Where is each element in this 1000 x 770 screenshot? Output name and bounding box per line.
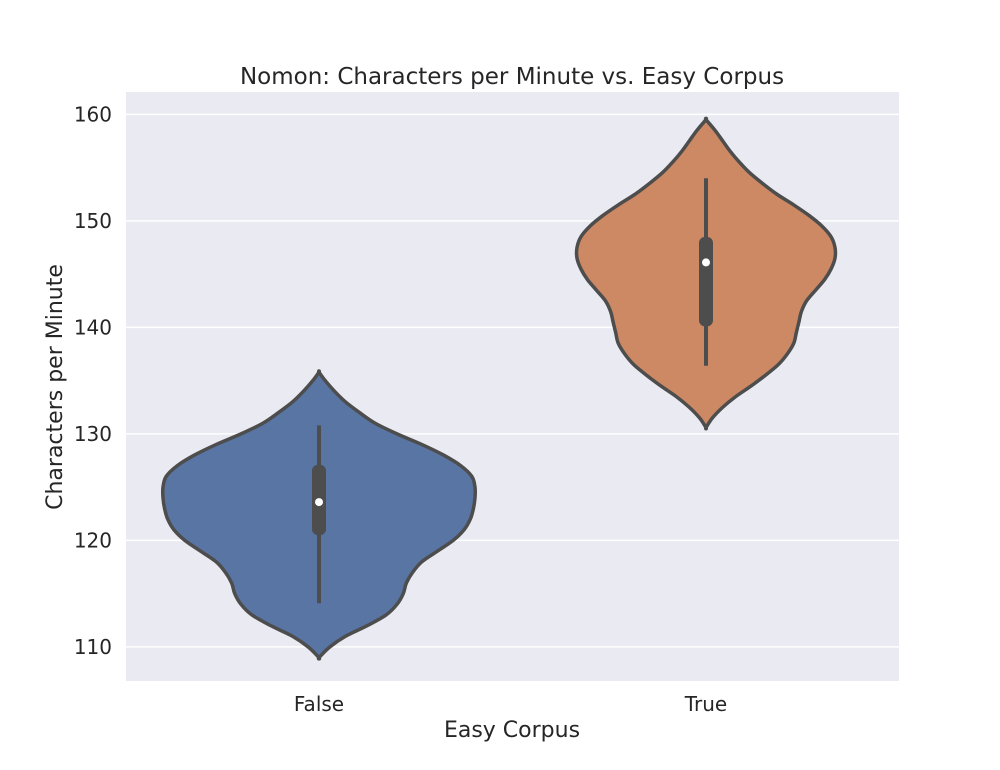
y-tick-label: 130 [74, 422, 112, 446]
y-tick-label: 160 [74, 102, 112, 126]
x-tick-label: False [294, 692, 344, 716]
y-tick-label: 120 [74, 528, 112, 552]
median-marker [702, 258, 710, 267]
y-tick-label: 140 [74, 315, 112, 339]
violins [160, 116, 838, 661]
y-tick-label: 110 [74, 635, 112, 659]
y-tick-label: 150 [74, 209, 112, 233]
y-axis-label: Characters per Minute [43, 264, 68, 510]
violin-false [160, 369, 478, 661]
chart-title: Nomon: Characters per Minute vs. Easy Co… [240, 64, 784, 90]
x-axis-label: Easy Corpus [444, 718, 580, 743]
tick-labels: 110 120 130 140 150 160 False True [74, 102, 727, 716]
iqr-box [699, 236, 713, 327]
violin-true [574, 116, 838, 431]
median-marker [315, 498, 323, 507]
x-tick-label: True [684, 692, 727, 716]
